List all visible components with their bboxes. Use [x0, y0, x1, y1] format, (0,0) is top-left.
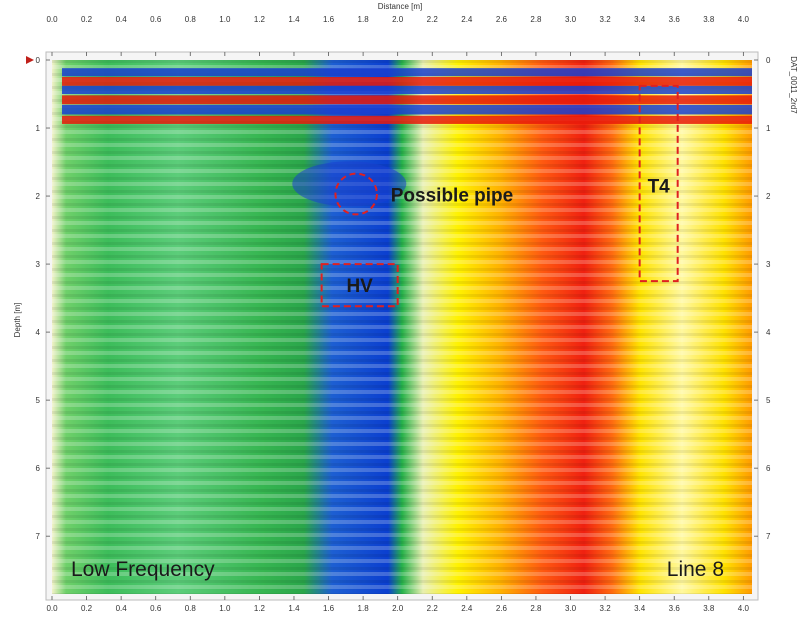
- y-tick-label-right: 7: [766, 532, 771, 541]
- x-axis-bottom: 0.0 0.2 0.4 0.6 0.8 1.0 1.2 1.4 1.6 1.8 2.0 2.2 2.4 2…: [46, 596, 749, 613]
- reflection-band: [62, 104, 752, 115]
- possible-pipe-marker: [334, 172, 378, 216]
- x-tick-label-top: 2.8: [530, 15, 542, 24]
- x-tick-label-top: 3.0: [565, 15, 577, 24]
- x-tick-label-bottom: 2.2: [427, 604, 439, 613]
- x-tick-label-top: 1.4: [288, 15, 300, 24]
- x-tick-label-bottom: 3.2: [600, 604, 612, 613]
- y-tick-label-right: 0: [766, 56, 771, 65]
- x-tick-label-bottom: 2.6: [496, 604, 508, 613]
- y-tick-label-right: 4: [766, 328, 771, 337]
- y-tick-label-left: 7: [36, 532, 41, 541]
- x-tick-label-top: 0.4: [116, 15, 128, 24]
- x-tick-label-top: 3.2: [600, 15, 612, 24]
- pipe-reflection: [292, 161, 407, 207]
- reflection-band: [62, 77, 752, 86]
- x-tick-label-top: 4.0: [738, 15, 750, 24]
- reflection-band: [62, 68, 752, 77]
- x-tick-label-top: 3.4: [634, 15, 646, 24]
- y-tick-label-left: 3: [36, 260, 41, 269]
- x-tick-label-top: 2.4: [461, 15, 473, 24]
- x-tick-label-top: 1.8: [358, 15, 370, 24]
- x-tick-label-bottom: 1.4: [288, 604, 300, 613]
- x-tick-label-top: 1.2: [254, 15, 266, 24]
- y-tick-label-right: 5: [766, 396, 771, 405]
- reflection-band: [62, 95, 752, 105]
- x-tick-label-bottom: 1.2: [254, 604, 266, 613]
- x-tick-label-bottom: 2.0: [392, 604, 404, 613]
- x-tick-label-top: 3.8: [703, 15, 715, 24]
- file-label: DAT_0011_2rd7: [789, 56, 798, 114]
- y-tick-label-right: 2: [766, 192, 771, 201]
- x-tick-label-bottom: 0.4: [116, 604, 128, 613]
- t4-box: [638, 84, 679, 283]
- x-tick-label-bottom: 0.8: [185, 604, 197, 613]
- x-tick-label-bottom: 4.0: [738, 604, 750, 613]
- x-tick-label-bottom: 2.8: [530, 604, 542, 613]
- reflection-band: [62, 115, 752, 124]
- heatmap-bands: [52, 60, 752, 594]
- y-tick-label-left: 4: [36, 328, 41, 337]
- t4-label: T4: [648, 177, 671, 198]
- x-tick-label-bottom: 3.6: [669, 604, 681, 613]
- x-axis-title: Distance [m]: [378, 2, 422, 11]
- y-tick-label-left: 1: [36, 124, 41, 133]
- y-axis-right: 0 1 2 3 4 5 6 7: [754, 56, 771, 541]
- y-tick-label-left: 5: [36, 396, 41, 405]
- x-tick-label-bottom: 3.8: [703, 604, 715, 613]
- x-tick-label-bottom: 0.0: [46, 604, 58, 613]
- x-tick-label-bottom: 0.6: [150, 604, 162, 613]
- hv-label: HV: [346, 276, 373, 297]
- depth-marker-icon: [26, 56, 34, 64]
- y-tick-label-right: 1: [766, 124, 771, 133]
- x-tick-label-bottom: 3.4: [634, 604, 646, 613]
- x-tick-label-top: 0.2: [81, 15, 93, 24]
- y-tick-label-right: 6: [766, 464, 771, 473]
- low-frequency-label: Low Frequency: [71, 558, 215, 581]
- x-tick-label-top: 2.6: [496, 15, 508, 24]
- x-tick-label-bottom: 0.2: [81, 604, 93, 613]
- hv-box: [320, 263, 399, 308]
- line-label: Line 8: [667, 558, 724, 581]
- reflection-band: [62, 85, 752, 95]
- x-tick-label-bottom: 1.6: [323, 604, 335, 613]
- x-tick-label-top: 2.2: [427, 15, 439, 24]
- x-tick-label-top: 1.6: [323, 15, 335, 24]
- y-tick-label-right: 3: [766, 260, 771, 269]
- x-tick-label-top: 1.0: [219, 15, 231, 24]
- x-axis-top: 0.0 0.2 0.4 0.6 0.8 1.0 1.2 1.4 1.6 1.8 2.0 2.2 2.4 2…: [46, 15, 749, 56]
- x-tick-label-bottom: 1.8: [358, 604, 370, 613]
- x-tick-label-bottom: 3.0: [565, 604, 577, 613]
- x-tick-label-top: 2.0: [392, 15, 404, 24]
- possible-pipe-label: Possible pipe: [391, 185, 513, 206]
- x-tick-label-top: 0.6: [150, 15, 162, 24]
- x-tick-label-top: 0.0: [46, 15, 58, 24]
- y-tick-label-left: 2: [36, 192, 41, 201]
- x-tick-label-top: 0.8: [185, 15, 197, 24]
- y-axis-left: 0 1 2 3 4 5 6 7: [36, 56, 50, 541]
- y-axis-title: Depth [m]: [13, 303, 22, 338]
- x-tick-label-top: 3.6: [669, 15, 681, 24]
- y-tick-label-left: 6: [36, 464, 41, 473]
- x-tick-label-bottom: 1.0: [219, 604, 231, 613]
- y-tick-label-left: 0: [36, 56, 41, 65]
- x-tick-label-bottom: 2.4: [461, 604, 473, 613]
